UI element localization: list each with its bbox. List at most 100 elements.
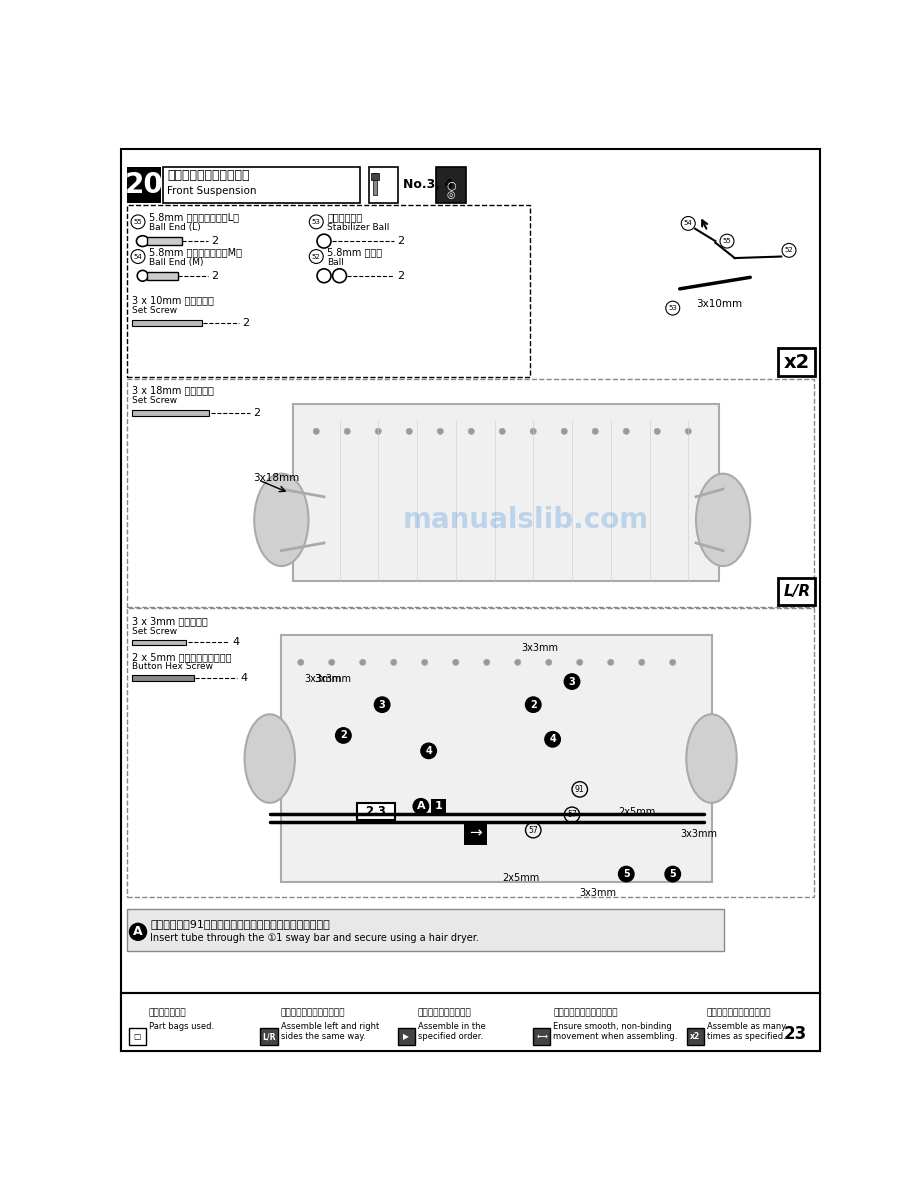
Text: Stabilizer Ball: Stabilizer Ball bbox=[327, 223, 389, 232]
Text: L/R: L/R bbox=[783, 584, 811, 599]
Circle shape bbox=[420, 744, 436, 759]
Text: 3x3mm: 3x3mm bbox=[680, 829, 718, 839]
Circle shape bbox=[561, 428, 567, 435]
Bar bbox=[132, 410, 209, 416]
Circle shape bbox=[639, 659, 644, 665]
Text: Ball End (L): Ball End (L) bbox=[149, 223, 201, 232]
Text: 55: 55 bbox=[134, 219, 142, 225]
Text: 91: 91 bbox=[575, 785, 585, 794]
Text: 52: 52 bbox=[785, 247, 793, 253]
Circle shape bbox=[515, 659, 521, 665]
Text: 2: 2 bbox=[397, 236, 404, 246]
Bar bbox=[128, 909, 724, 952]
Circle shape bbox=[619, 866, 634, 881]
Text: Button Hex Screw: Button Hex Screw bbox=[132, 663, 213, 671]
Text: Assemble in the: Assemble in the bbox=[418, 1022, 486, 1031]
Text: sides the same way.: sides the same way. bbox=[281, 1032, 365, 1041]
Text: 5.8mm ボール: 5.8mm ボール bbox=[327, 247, 382, 258]
Text: x2: x2 bbox=[784, 353, 810, 372]
Bar bbox=[778, 577, 815, 606]
Text: ◎: ◎ bbox=[447, 190, 455, 200]
Text: 3 x 3mm セットビス: 3 x 3mm セットビス bbox=[132, 617, 207, 626]
Circle shape bbox=[375, 697, 390, 713]
Circle shape bbox=[669, 659, 676, 665]
Text: 20: 20 bbox=[125, 171, 163, 198]
Text: A: A bbox=[133, 925, 143, 939]
Text: スタビボール: スタビボール bbox=[327, 213, 363, 222]
Bar bbox=[147, 272, 178, 279]
Text: フロントサスペンション: フロントサスペンション bbox=[167, 169, 250, 182]
Circle shape bbox=[685, 428, 691, 435]
Text: 2: 2 bbox=[253, 407, 261, 418]
Circle shape bbox=[413, 798, 429, 814]
Ellipse shape bbox=[696, 474, 750, 565]
Text: Part bags used.: Part bags used. bbox=[149, 1022, 214, 1031]
Ellipse shape bbox=[254, 474, 308, 565]
Text: Ball: Ball bbox=[327, 258, 344, 267]
Circle shape bbox=[329, 659, 335, 665]
Text: 可動するように組立てる。: 可動するように組立てる。 bbox=[554, 1009, 618, 1017]
Text: 2x5mm: 2x5mm bbox=[502, 873, 540, 883]
Text: 53: 53 bbox=[312, 219, 320, 225]
Bar bbox=[128, 206, 531, 378]
Bar bbox=[128, 608, 813, 897]
Bar bbox=[132, 320, 202, 326]
Circle shape bbox=[592, 428, 599, 435]
Text: 4: 4 bbox=[425, 746, 432, 756]
Bar bbox=[147, 238, 182, 245]
Text: times as specified.: times as specified. bbox=[707, 1032, 786, 1041]
Text: 3x3mm: 3x3mm bbox=[521, 644, 559, 653]
Bar bbox=[128, 168, 162, 203]
Text: 4: 4 bbox=[549, 734, 556, 745]
Text: ⟷: ⟷ bbox=[536, 1032, 547, 1041]
Text: →: → bbox=[469, 826, 482, 841]
Circle shape bbox=[499, 428, 505, 435]
Bar bbox=[293, 404, 719, 581]
Circle shape bbox=[531, 428, 536, 435]
Text: 3 x 10mm セットビス: 3 x 10mm セットビス bbox=[132, 296, 214, 305]
Text: 2: 2 bbox=[241, 317, 249, 328]
Text: 2: 2 bbox=[340, 731, 347, 740]
Circle shape bbox=[375, 428, 381, 435]
Text: 左右同じように組立てる。: 左右同じように組立てる。 bbox=[281, 1009, 345, 1017]
Text: 3x3mm: 3x3mm bbox=[315, 675, 352, 684]
Text: 57: 57 bbox=[529, 826, 538, 835]
Text: 番号の順に組立てる。: 番号の順に組立てる。 bbox=[418, 1009, 472, 1017]
Text: 1: 1 bbox=[435, 801, 442, 811]
Text: 57: 57 bbox=[567, 810, 577, 820]
Ellipse shape bbox=[244, 714, 295, 803]
Text: 5.8mm ボールエンド（L）: 5.8mm ボールエンド（L） bbox=[149, 213, 239, 222]
Bar bbox=[132, 676, 194, 681]
Circle shape bbox=[655, 428, 660, 435]
Bar bbox=[533, 1028, 550, 1045]
Bar bbox=[371, 173, 379, 179]
Text: Insert tube through the ①1 sway bar and secure using a hair dryer.: Insert tube through the ①1 sway bar and … bbox=[151, 933, 479, 943]
Text: 2: 2 bbox=[397, 271, 404, 280]
Text: 2.3: 2.3 bbox=[365, 805, 386, 819]
Circle shape bbox=[468, 428, 475, 435]
Text: ２セット組立てる（例）。: ２セット組立てる（例）。 bbox=[707, 1009, 771, 1017]
Text: ○: ○ bbox=[446, 179, 456, 190]
Text: 2: 2 bbox=[211, 236, 218, 246]
Text: □: □ bbox=[134, 1032, 140, 1041]
Bar bbox=[128, 909, 724, 952]
Text: 2: 2 bbox=[530, 700, 537, 709]
Text: 3: 3 bbox=[379, 700, 386, 709]
Circle shape bbox=[545, 659, 552, 665]
Text: 52: 52 bbox=[312, 253, 320, 259]
Text: 54: 54 bbox=[134, 253, 142, 259]
Text: 4: 4 bbox=[241, 672, 248, 683]
Bar bbox=[778, 348, 815, 375]
Circle shape bbox=[297, 659, 304, 665]
Text: 2x5mm: 2x5mm bbox=[619, 808, 655, 817]
Text: x2: x2 bbox=[690, 1032, 700, 1041]
Text: 54: 54 bbox=[684, 221, 692, 227]
Circle shape bbox=[313, 428, 319, 435]
Text: 4: 4 bbox=[232, 637, 240, 647]
Bar bbox=[397, 1028, 415, 1045]
Bar bbox=[121, 993, 820, 1051]
Bar bbox=[162, 168, 361, 203]
Text: No.3, 4: No.3, 4 bbox=[403, 178, 453, 191]
Circle shape bbox=[665, 866, 680, 881]
Text: Set Screw: Set Screw bbox=[132, 307, 177, 315]
